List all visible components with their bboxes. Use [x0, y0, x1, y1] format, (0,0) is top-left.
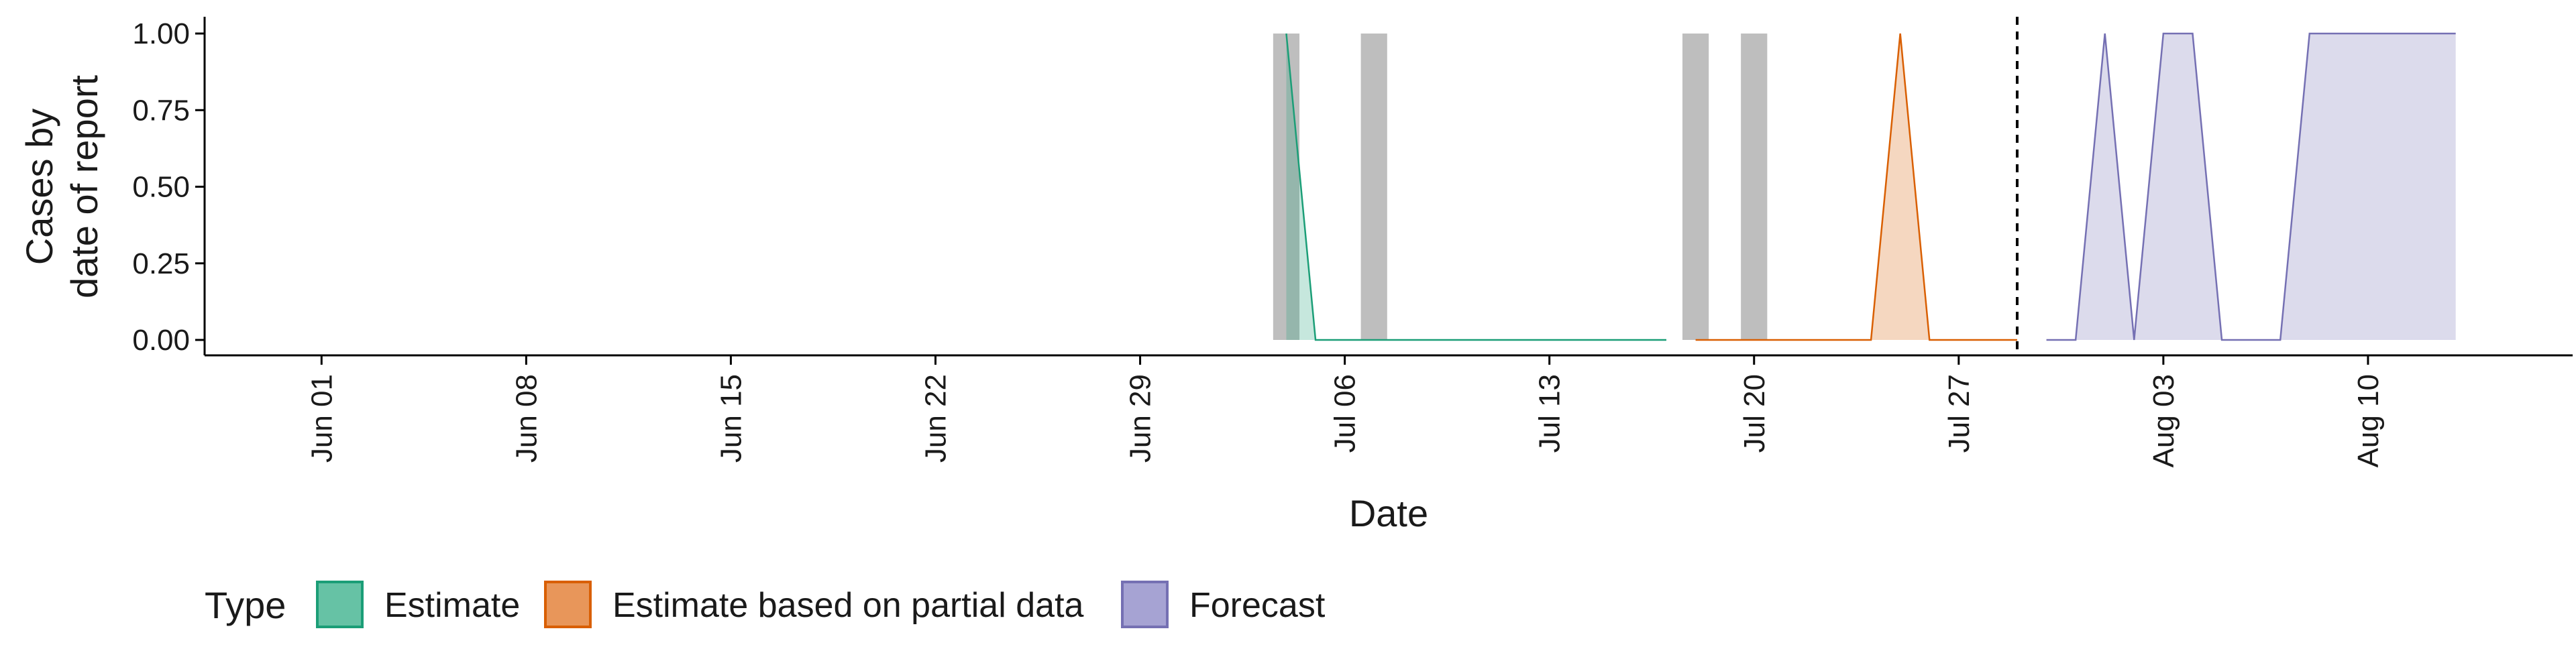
series-area-1	[1286, 34, 1667, 340]
reported-cases-bar	[1360, 34, 1387, 340]
x-tick-label: Jul 20	[1738, 374, 1771, 453]
axes-layer: 0.00 0.25 0.50 0.75 1.00 Jun 01 Jun 08 Jun 15 Ju…	[18, 17, 2573, 534]
x-tick-label: Jun 29	[1124, 374, 1157, 463]
series-line-3	[2046, 32, 2456, 341]
y-tick-label: 1.00	[132, 17, 190, 50]
legend-title: Type	[205, 584, 286, 626]
x-tick-label: Jul 06	[1329, 374, 1362, 453]
reported-cases-layer	[1273, 34, 1768, 340]
reported-cases-bar	[1273, 34, 1300, 340]
legend-key-3	[1121, 581, 1169, 628]
x-tick-label: Aug 10	[2352, 374, 2385, 467]
series-line-2	[1695, 33, 2017, 341]
x-tick-label: Jun 15	[714, 374, 747, 463]
y-axis-title-line-1: Cases by	[18, 109, 60, 265]
series-line-1	[1285, 33, 1667, 341]
y-tick-label: 0.50	[132, 171, 190, 204]
series-area-3	[2046, 34, 2456, 340]
x-tick-label: Aug 03	[2147, 374, 2180, 467]
x-tick-label: Jun 08	[510, 374, 543, 463]
x-tick-label: Jul 13	[1534, 374, 1566, 453]
x-axis-title: Date	[1349, 492, 1428, 534]
legend-label: Estimate	[384, 586, 520, 625]
reported-cases-bar	[1741, 34, 1768, 340]
x-tick-label: Jul 27	[1943, 374, 1976, 453]
legend: Type Estimate Estimate based on partial da…	[205, 581, 1326, 628]
y-axis-title-line-2: date of report	[63, 75, 105, 299]
legend-label: Forecast	[1189, 586, 1326, 625]
x-tick-label: Jun 22	[920, 374, 953, 463]
legend-key-1	[316, 581, 364, 628]
reported-cases-bar	[1682, 34, 1709, 340]
series-layer	[1285, 32, 2456, 341]
y-tick-label: 0.75	[132, 94, 190, 127]
legend-key-2	[544, 581, 592, 628]
legend-label: Estimate based on partial data	[612, 586, 1084, 625]
y-tick-label: 0.25	[132, 247, 190, 280]
y-tick-label: 0.00	[132, 324, 190, 357]
x-tick-label: Jun 01	[305, 374, 338, 463]
